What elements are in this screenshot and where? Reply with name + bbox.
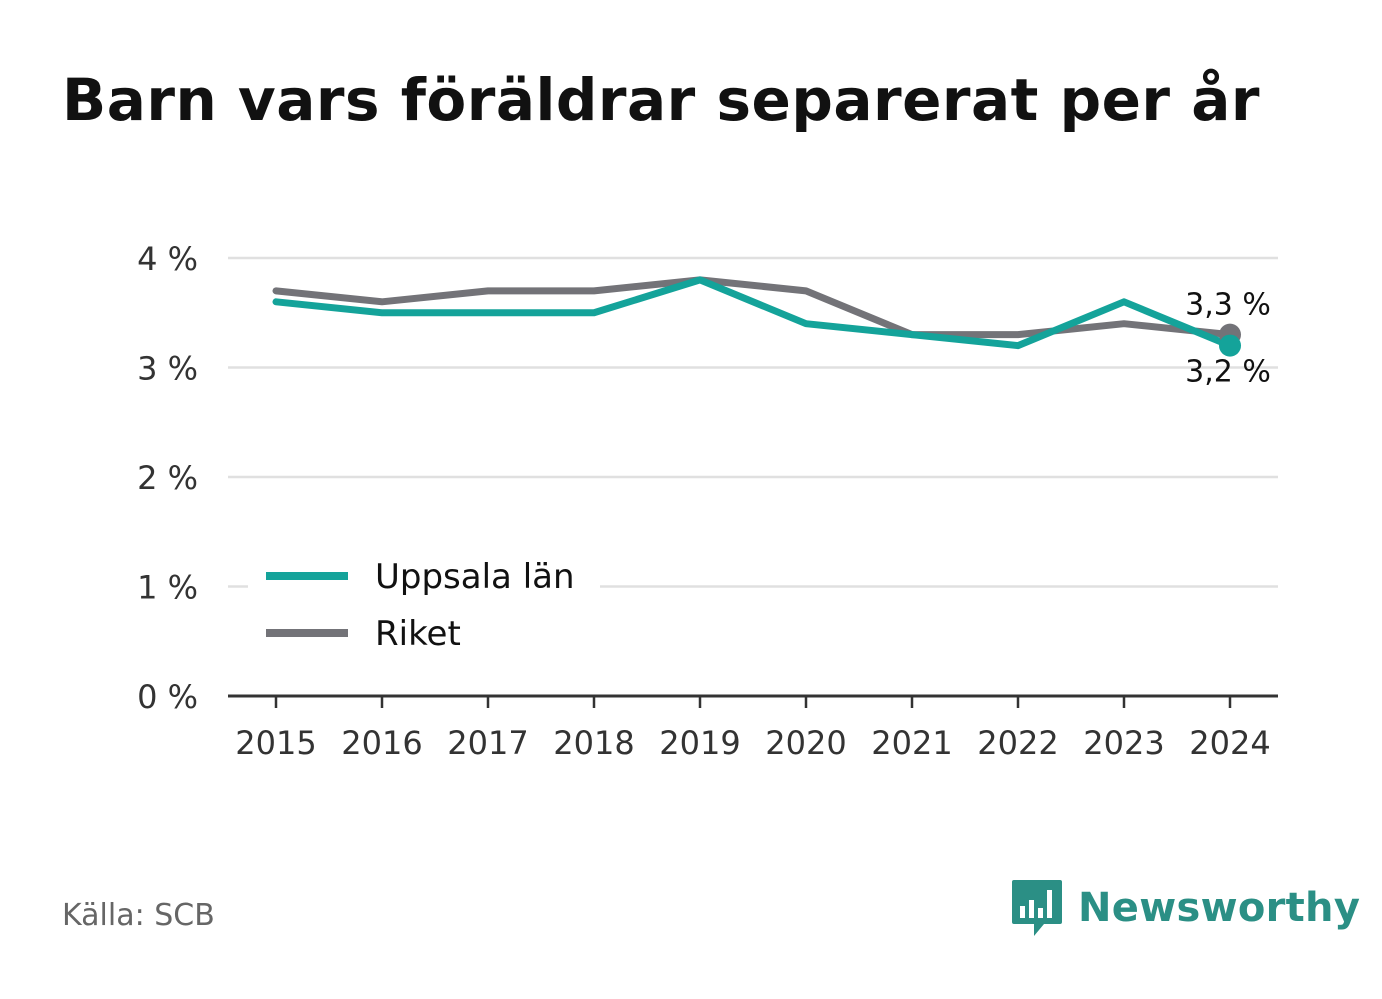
y-axis-tick-labels: 0 % 1 % 2 % 3 % 4 % — [137, 240, 198, 716]
chart-title: Barn vars föräldrar separerat per år — [62, 66, 1260, 134]
source-note: Källa: SCB — [62, 898, 215, 933]
end-value-label: 3,3 % — [1185, 288, 1271, 323]
legend-background — [248, 548, 600, 666]
y-tick-label: 3 % — [137, 350, 198, 388]
legend-label: Uppsala län — [375, 557, 575, 597]
y-tick-label: 0 % — [137, 678, 198, 716]
x-tick-label: 2022 — [977, 724, 1058, 762]
x-tick-label: 2021 — [871, 724, 952, 762]
x-tick-label: 2020 — [765, 724, 846, 762]
end-labels: 3,2 % 3,3 % — [1185, 288, 1271, 390]
y-tick-label: 4 % — [137, 240, 198, 278]
x-tick-label: 2018 — [553, 724, 634, 762]
x-tick-label: 2024 — [1189, 724, 1270, 762]
legend-label: Riket — [375, 614, 461, 654]
bar-chart-speech-bubble-icon — [1012, 880, 1062, 936]
x-tick-label: 2016 — [341, 724, 422, 762]
end-value-label: 3,2 % — [1185, 355, 1271, 390]
x-tick-label: 2015 — [235, 724, 316, 762]
x-tick-label: 2017 — [447, 724, 528, 762]
brand-logo: Newsworthy — [1010, 878, 1360, 938]
y-tick-label: 1 % — [137, 569, 198, 607]
x-tick-label: 2019 — [659, 724, 740, 762]
x-tick-label: 2023 — [1083, 724, 1164, 762]
legend: Uppsala län Riket — [248, 548, 600, 666]
x-axis: 2015 2016 2017 2018 2019 2020 2021 2022 2023 2024 — [228, 694, 1278, 762]
brand-name: Newsworthy — [1078, 885, 1361, 931]
series-line — [272, 276, 1234, 350]
series-end-point — [1219, 334, 1241, 357]
series-lines — [272, 276, 1241, 357]
y-tick-label: 2 % — [137, 459, 198, 497]
series-line — [272, 276, 1234, 339]
gridlines — [228, 256, 1278, 588]
